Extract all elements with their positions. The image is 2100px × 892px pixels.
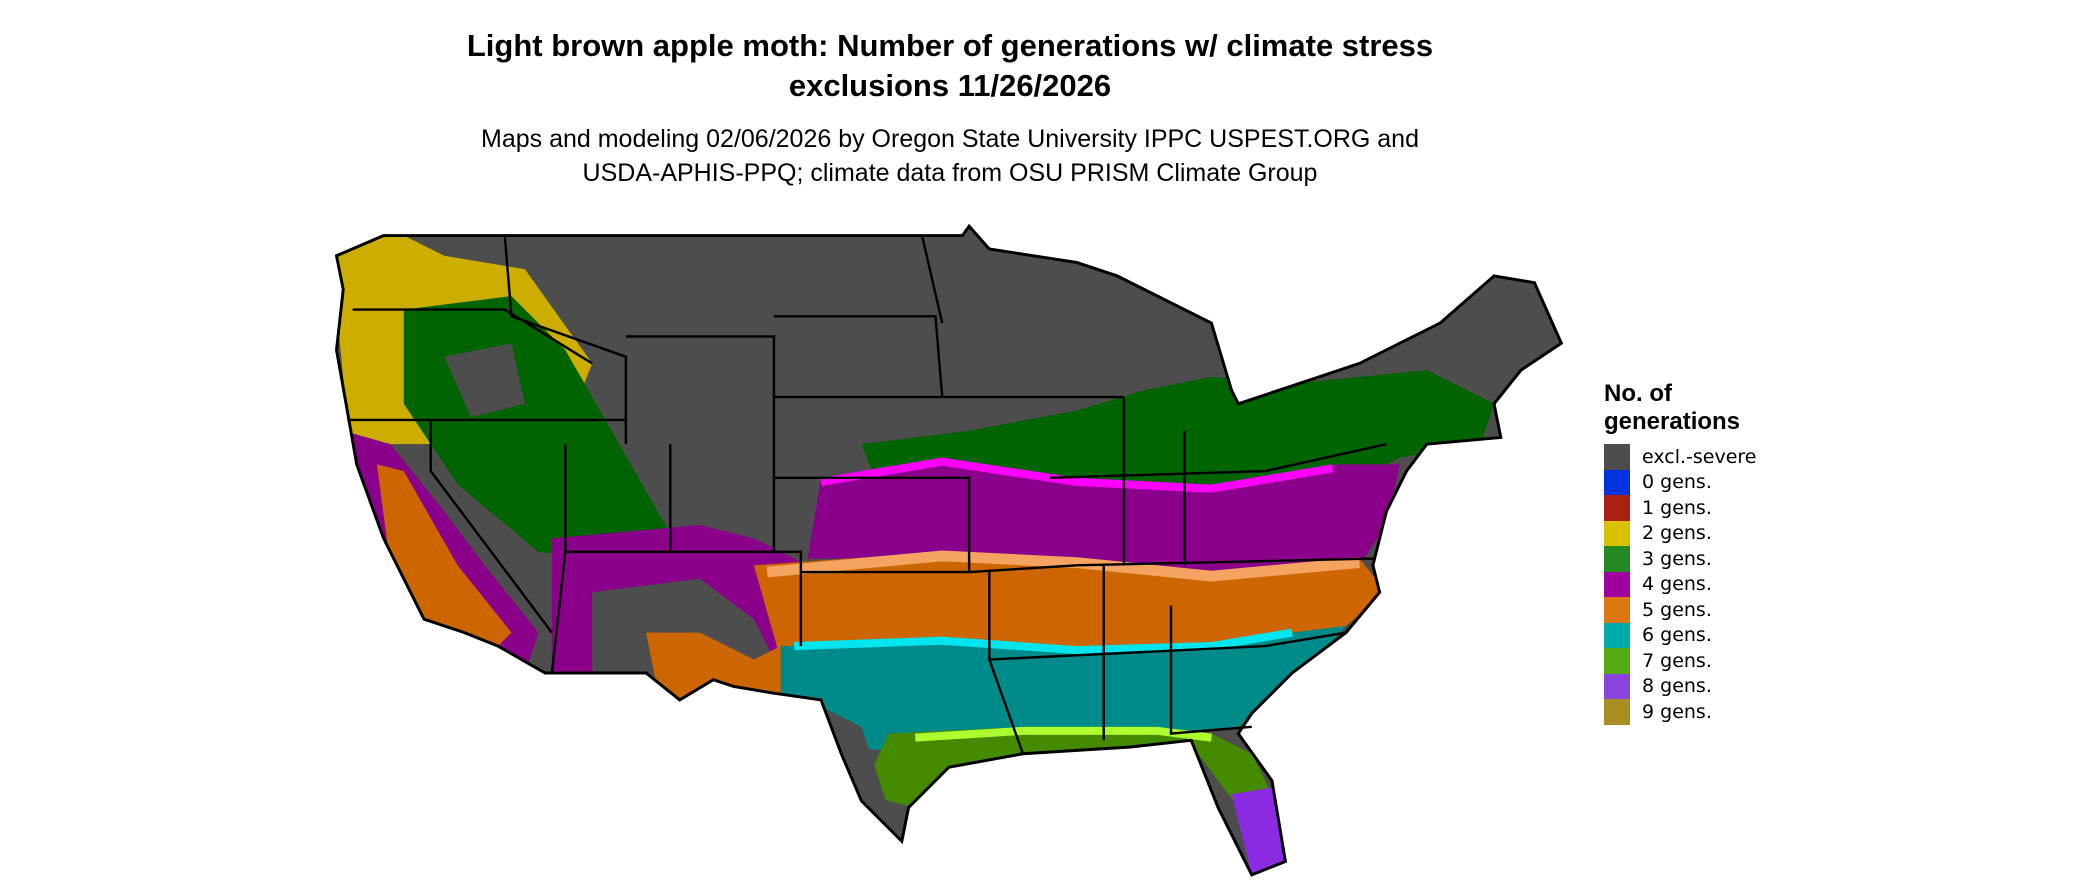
legend-item: 2 gens. — [1604, 520, 1757, 546]
legend-items: excl.-severe 0 gens. 1 gens. 2 gens. 3 gens.… — [1604, 444, 1757, 725]
title-line-2: exclusions 11/26/2026 — [788, 68, 1112, 103]
title-line-1: Light brown apple moth: Number of genera… — [466, 28, 1434, 63]
legend-label: 7 gens. — [1642, 649, 1712, 672]
legend-swatch — [1604, 597, 1630, 623]
legend-item: 9 gens. — [1604, 699, 1757, 725]
legend-swatch — [1604, 648, 1630, 674]
legend-item: 6 gens. — [1604, 622, 1757, 648]
legend-swatch — [1604, 622, 1630, 648]
map-title: Light brown apple moth: Number of genera… — [0, 26, 1900, 106]
legend-swatch — [1604, 469, 1630, 495]
legend-title-line-2: generations — [1604, 408, 1741, 435]
legend-swatch — [1604, 495, 1630, 521]
legend-swatch — [1604, 673, 1630, 699]
legend-item: 5 gens. — [1604, 597, 1757, 623]
subtitle-line-1: Maps and modeling 02/06/2026 by Oregon S… — [481, 125, 1419, 153]
legend-item: 7 gens. — [1604, 648, 1757, 674]
legend-swatch — [1604, 699, 1630, 725]
legend-label: 8 gens. — [1642, 675, 1712, 698]
legend-label: 1 gens. — [1642, 496, 1712, 519]
legend-label: 6 gens. — [1642, 624, 1712, 647]
legend-swatch — [1604, 444, 1630, 470]
excluded-west — [444, 343, 525, 418]
map-raster — [336, 226, 1562, 875]
legend-label: 0 gens. — [1642, 471, 1712, 494]
region-7-gens-edge — [915, 726, 1212, 742]
region-5-gens-edge — [766, 550, 1360, 582]
legend-swatch — [1604, 571, 1630, 597]
region-4-gens-east — [807, 457, 1400, 573]
legend-label: 4 gens. — [1642, 573, 1712, 596]
us-outline — [334, 223, 1564, 877]
state-borders — [347, 235, 1387, 755]
legend: No. of generations excl.-severe 0 gens. 1 … — [1604, 380, 1757, 725]
legend-label: 9 gens. — [1642, 700, 1712, 723]
legend-item: 3 gens. — [1604, 546, 1757, 572]
legend-label: excl.-severe — [1642, 445, 1757, 468]
legend-title-line-1: No. of — [1604, 380, 1672, 407]
subtitle-line-2: USDA-APHIS-PPQ; climate data from OSU PR… — [582, 159, 1318, 187]
map-subtitle: Maps and modeling 02/06/2026 by Oregon S… — [0, 122, 1900, 190]
legend-label: 3 gens. — [1642, 547, 1712, 570]
legend-item: excl.-severe — [1604, 444, 1757, 470]
legend-label: 2 gens. — [1642, 522, 1712, 545]
region-4-gens-edge — [820, 457, 1334, 493]
legend-title: No. of generations — [1604, 380, 1757, 436]
legend-item: 8 gens. — [1604, 673, 1757, 699]
region-6-gens-edge — [793, 628, 1293, 655]
region-6-gens — [780, 625, 1346, 754]
legend-item: 4 gens. — [1604, 571, 1757, 597]
legend-swatch — [1604, 520, 1630, 546]
legend-label: 5 gens. — [1642, 598, 1712, 621]
legend-swatch — [1604, 546, 1630, 572]
legend-item: 0 gens. — [1604, 469, 1757, 495]
region-5-gens-ca — [376, 464, 512, 660]
legend-item: 1 gens. — [1604, 495, 1757, 521]
